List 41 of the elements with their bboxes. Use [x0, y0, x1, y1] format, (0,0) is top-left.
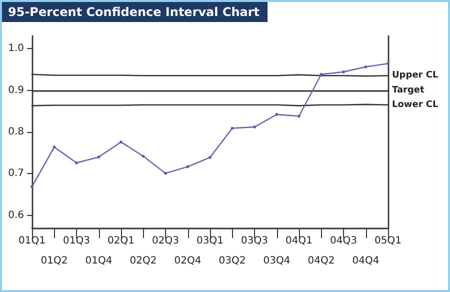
point — [30, 185, 34, 188]
x-tick-label: 04Q3 — [330, 236, 357, 246]
x-tick-label: 03Q4 — [263, 256, 290, 266]
point — [364, 65, 368, 68]
point — [164, 172, 167, 175]
x-tick-label: 03Q3 — [241, 236, 268, 246]
x-tick-label: 04Q2 — [308, 256, 335, 266]
point — [275, 112, 278, 116]
y-tick-label: 0.6 — [8, 210, 24, 221]
point — [230, 126, 234, 130]
point — [320, 72, 323, 76]
x-tick-label: 03Q2 — [218, 256, 246, 266]
y-tick-label: 0.7 — [8, 168, 24, 180]
x-tick-label: 01Q3 — [63, 236, 90, 246]
chart-title: 95-Percent Confidence Interval Chart — [8, 5, 260, 19]
series-label: Lower CL — [392, 100, 439, 110]
point — [186, 165, 190, 168]
x-tick-label: 05Q1 — [374, 236, 402, 246]
x-tick-label: 02Q3 — [152, 236, 179, 246]
x-tick-label: 03Q1 — [196, 236, 224, 246]
x-tick-label: 04Q4 — [352, 256, 380, 266]
point — [386, 62, 390, 66]
point — [298, 114, 300, 118]
y-tick-label: 0.9 — [8, 84, 24, 96]
ref-line-label: Target — [392, 85, 426, 96]
x-tick-label: 04Q1 — [286, 236, 312, 246]
point — [342, 70, 345, 74]
point — [52, 146, 56, 149]
x-tick-label: 01Q1 — [18, 236, 46, 246]
series-label: Upper CL — [392, 70, 438, 81]
y-tick-label: 1.0 — [8, 43, 24, 54]
x-tick-label: 01Q4 — [85, 256, 112, 266]
x-tick-label: 02Q1 — [108, 236, 134, 246]
point — [75, 161, 78, 164]
x-tick-label: 02Q4 — [174, 256, 202, 266]
line-series — [30, 62, 390, 188]
y-tick-label: 0.8 — [8, 126, 24, 138]
point — [142, 154, 145, 158]
point — [97, 156, 100, 159]
x-tick-label: 01Q2 — [40, 256, 68, 266]
x-tick-label: 02Q2 — [130, 256, 157, 266]
